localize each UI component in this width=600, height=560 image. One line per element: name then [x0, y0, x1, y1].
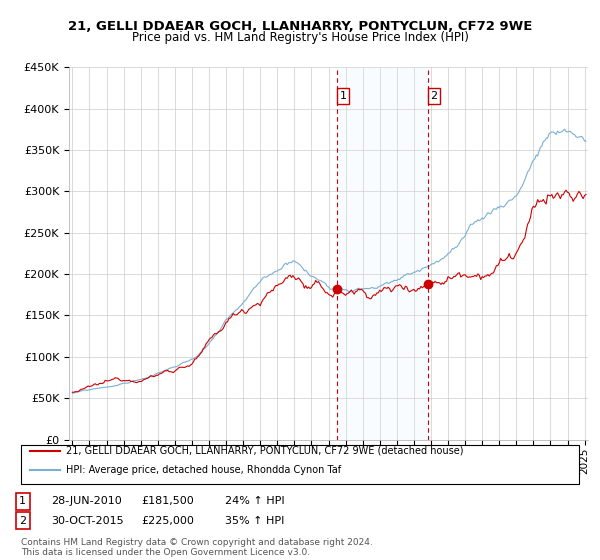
- Text: 28-JUN-2010: 28-JUN-2010: [51, 496, 122, 506]
- Text: Price paid vs. HM Land Registry's House Price Index (HPI): Price paid vs. HM Land Registry's House …: [131, 31, 469, 44]
- Text: 24% ↑ HPI: 24% ↑ HPI: [225, 496, 284, 506]
- Text: 21, GELLI DDAEAR GOCH, LLANHARRY, PONTYCLUN, CF72 9WE: 21, GELLI DDAEAR GOCH, LLANHARRY, PONTYC…: [68, 20, 532, 32]
- Text: 35% ↑ HPI: 35% ↑ HPI: [225, 516, 284, 526]
- Text: 21, GELLI DDAEAR GOCH, LLANHARRY, PONTYCLUN, CF72 9WE (detached house): 21, GELLI DDAEAR GOCH, LLANHARRY, PONTYC…: [66, 446, 464, 456]
- Text: 30-OCT-2015: 30-OCT-2015: [51, 516, 124, 526]
- Text: HPI: Average price, detached house, Rhondda Cynon Taf: HPI: Average price, detached house, Rhon…: [66, 465, 341, 475]
- Bar: [337, 67, 428, 440]
- Text: £225,000: £225,000: [141, 516, 194, 526]
- Text: 2: 2: [431, 91, 438, 101]
- Text: Contains HM Land Registry data © Crown copyright and database right 2024.
This d: Contains HM Land Registry data © Crown c…: [21, 538, 373, 557]
- Text: 1: 1: [340, 91, 347, 101]
- Text: 1: 1: [19, 496, 26, 506]
- Text: £181,500: £181,500: [141, 496, 194, 506]
- Text: 2: 2: [19, 516, 26, 526]
